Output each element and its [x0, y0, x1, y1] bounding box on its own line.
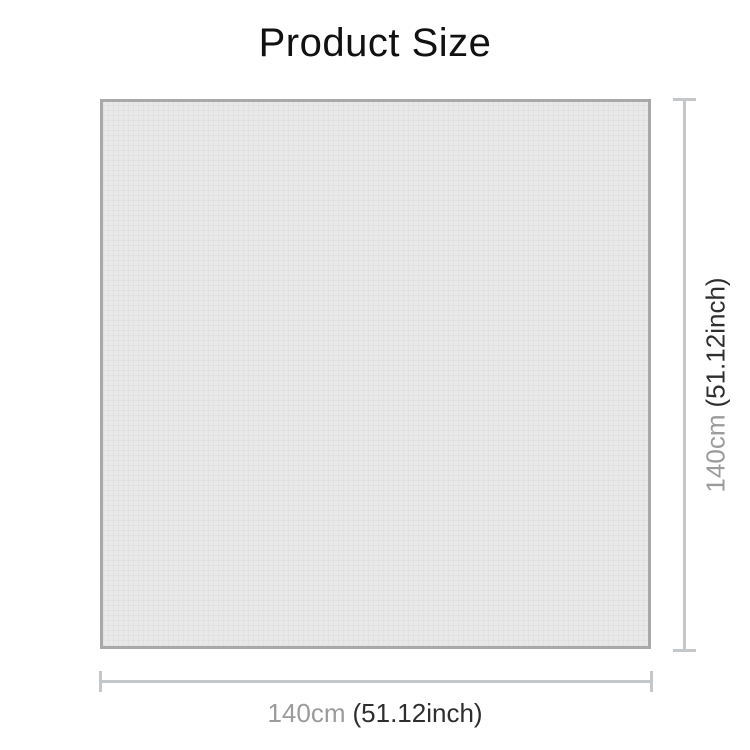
page-title: Product Size [258, 21, 492, 65]
product-square [100, 99, 651, 649]
height-measure-line [683, 99, 686, 651]
width-measure-cap-left [99, 671, 102, 692]
width-measure-line [100, 680, 652, 683]
width-measure-cap-right [650, 671, 653, 692]
width-label-cm: 140cm [267, 698, 346, 728]
height-label-cm: 140cm [700, 414, 731, 493]
height-label: 140cm (51.12inch) [701, 277, 732, 492]
height-label-inch: (51.12inch) [700, 277, 731, 408]
height-measure-cap-top [673, 98, 696, 101]
width-label-inch: (51.12inch) [352, 698, 483, 728]
height-measure-cap-bottom [673, 649, 696, 652]
width-label: 140cm (51.12inch) [0, 698, 750, 729]
